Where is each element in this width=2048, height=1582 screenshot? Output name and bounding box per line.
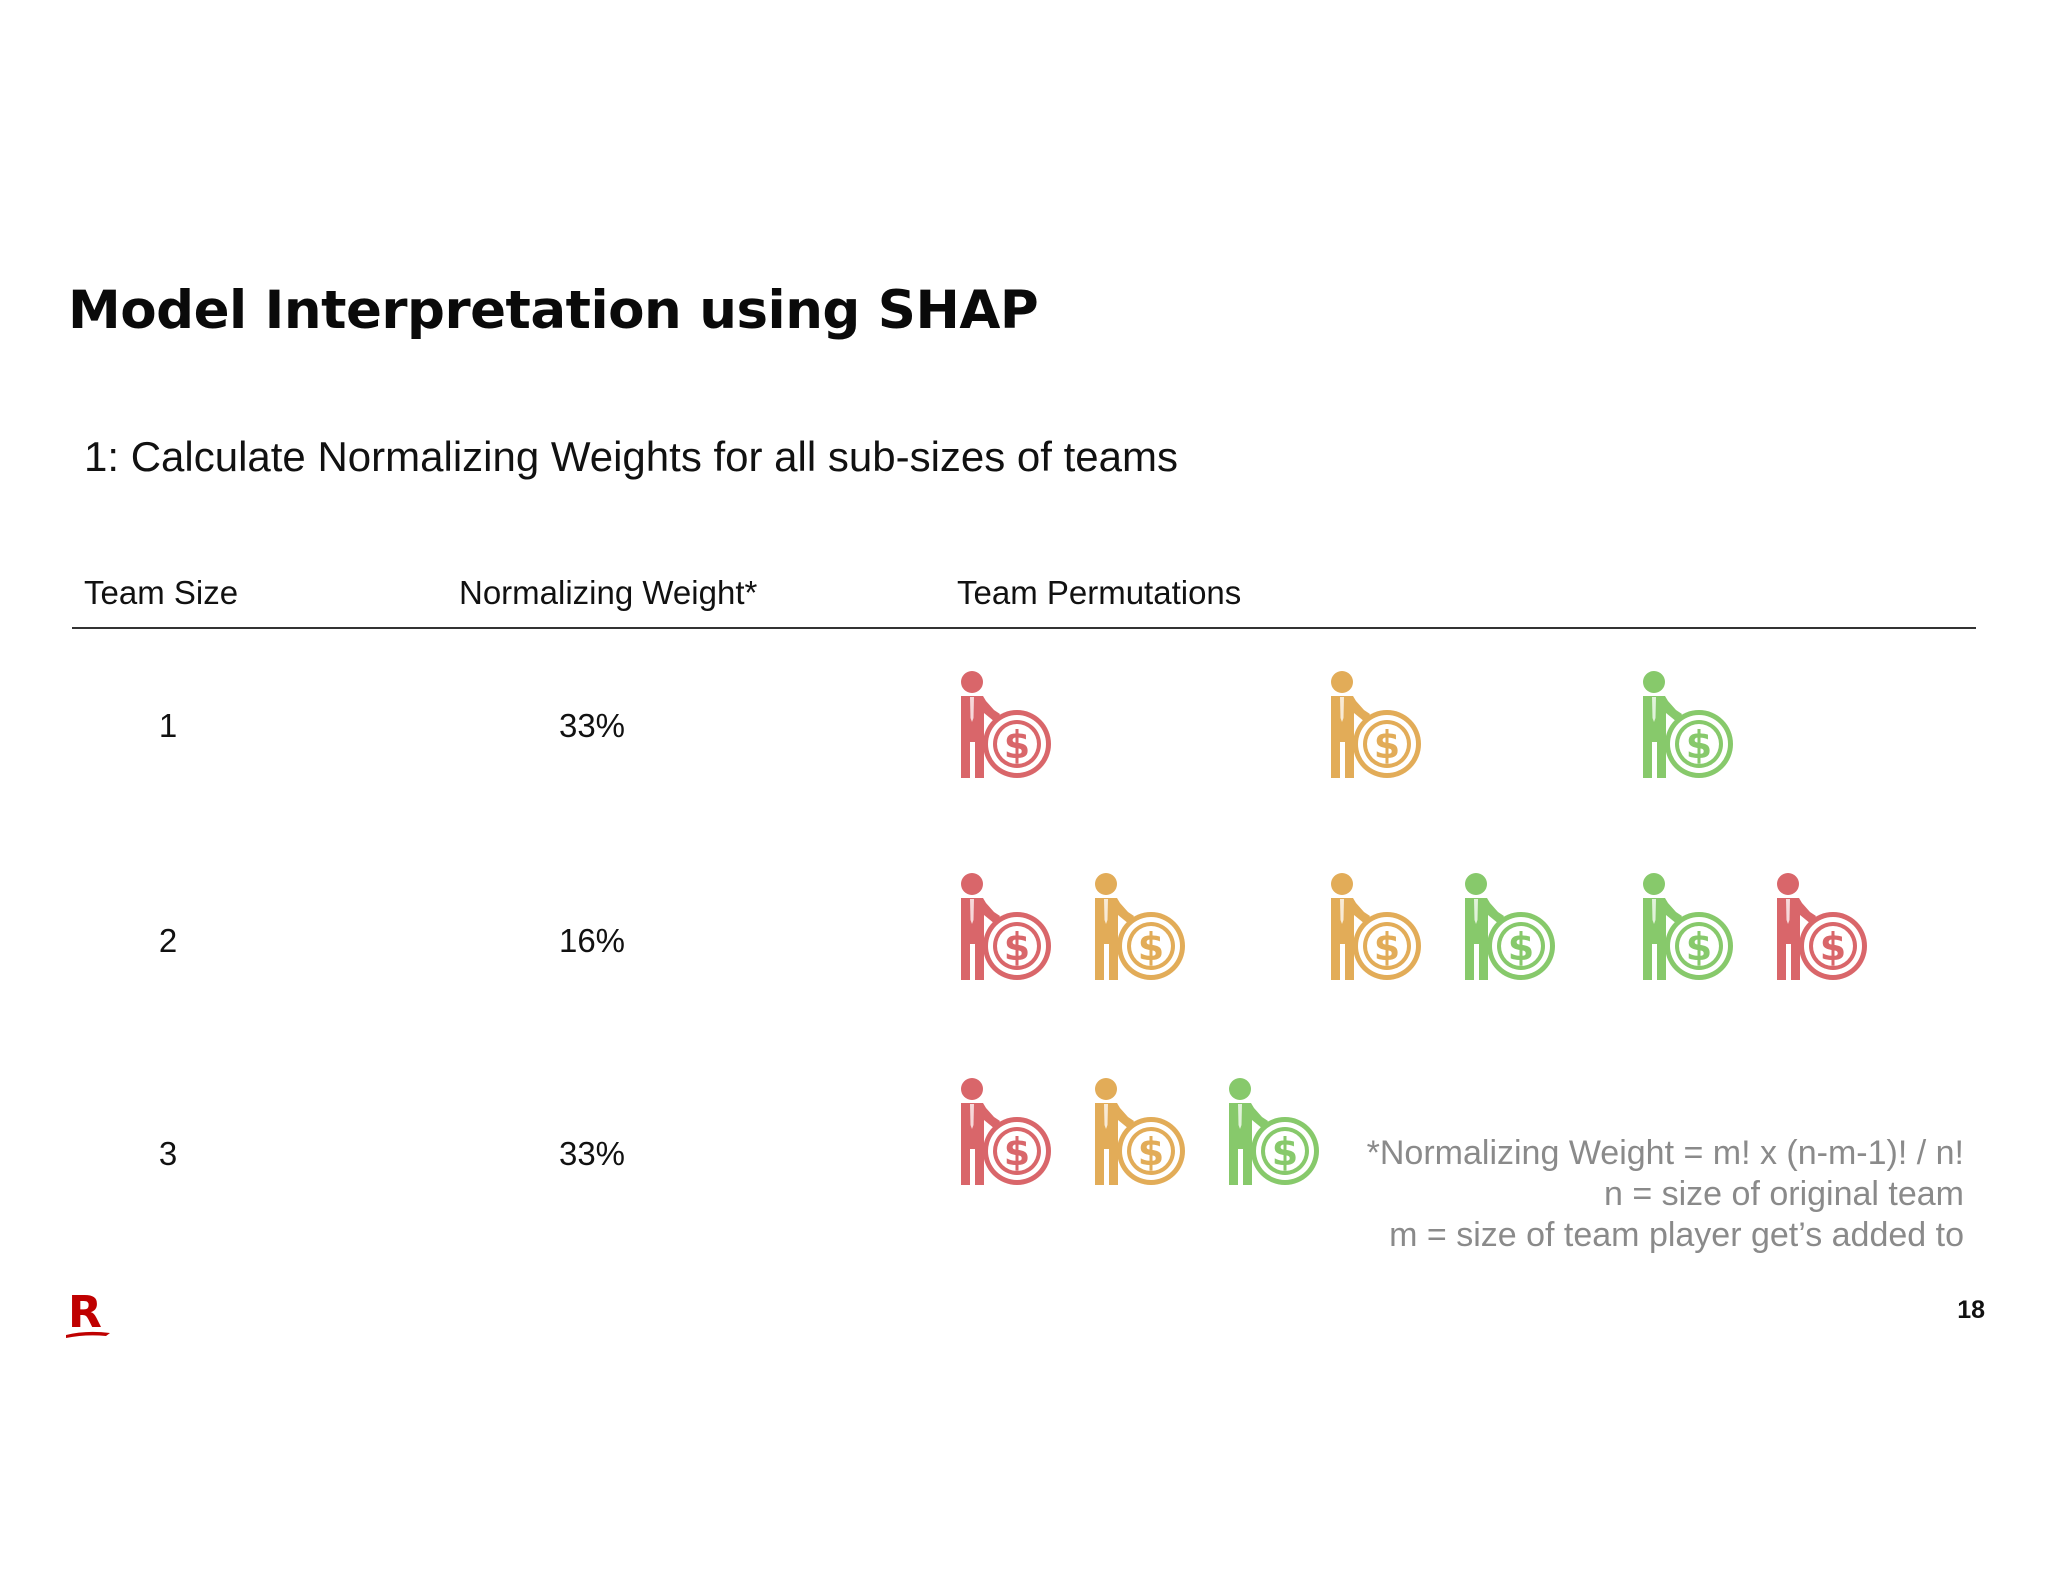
- svg-text:$: $: [1004, 925, 1030, 969]
- svg-text:R: R: [68, 1287, 102, 1338]
- table-header-team-size: Team Size: [84, 574, 239, 611]
- team-size-cell: 2: [158, 922, 178, 959]
- footnote-n-definition: n = size of original team: [1603, 1175, 1964, 1213]
- svg-text:$: $: [1272, 1130, 1298, 1174]
- businessman-with-dollar-coin-icon: $: [1465, 873, 1555, 980]
- svg-text:$: $: [1820, 925, 1846, 969]
- slide-subtitle: 1: Calculate Normalizing Weights for all…: [84, 433, 1178, 480]
- svg-text:$: $: [1004, 723, 1030, 767]
- brand-r-logo: R: [66, 1287, 110, 1338]
- team-size-cell: 3: [158, 1135, 178, 1172]
- svg-text:$: $: [1374, 723, 1400, 767]
- table-header-team-permutations: Team Permutations: [957, 574, 1242, 611]
- svg-text:$: $: [1508, 925, 1534, 969]
- table-header-normalizing-weight: Normalizing Weight*: [459, 574, 758, 611]
- footnote-m-definition: m = size of team player get’s added to: [1389, 1216, 1964, 1254]
- weight-cell: 16%: [558, 922, 626, 959]
- team-size-cell: 1: [158, 707, 178, 744]
- businessman-with-dollar-coin-icon: $: [1095, 873, 1185, 980]
- businessman-with-dollar-coin-icon: $: [1331, 873, 1421, 980]
- weight-cell: 33%: [558, 1135, 626, 1172]
- slide-title: Model Interpretation using SHAP: [68, 280, 1039, 341]
- businessman-with-dollar-coin-icon: $: [1643, 873, 1733, 980]
- svg-text:$: $: [1686, 723, 1712, 767]
- businessman-with-dollar-coin-icon: $: [1229, 1078, 1319, 1185]
- weight-cell: 33%: [558, 707, 626, 744]
- businessman-with-dollar-coin-icon: $: [1331, 671, 1421, 778]
- footnote: *Normalizing Weight = m! x (n-m-1)! / n!…: [1367, 1133, 1964, 1256]
- businessman-with-dollar-coin-icon: $: [1777, 873, 1867, 980]
- svg-text:$: $: [1138, 925, 1164, 969]
- svg-text:$: $: [1004, 1130, 1030, 1174]
- businessman-with-dollar-coin-icon: $: [961, 1078, 1051, 1185]
- footnote-formula: *Normalizing Weight = m! x (n-m-1)! / n!: [1366, 1134, 1964, 1172]
- businessman-with-dollar-coin-icon: $: [1095, 1078, 1185, 1185]
- businessman-with-dollar-coin-icon: $: [961, 671, 1051, 778]
- table-header-divider: [72, 627, 1976, 629]
- businessman-with-dollar-coin-icon: $: [1643, 671, 1733, 778]
- svg-text:$: $: [1374, 925, 1400, 969]
- svg-text:$: $: [1686, 925, 1712, 969]
- page-number: 18: [1957, 1296, 1985, 1324]
- svg-text:$: $: [1138, 1130, 1164, 1174]
- businessman-with-dollar-coin-icon: $: [961, 873, 1051, 980]
